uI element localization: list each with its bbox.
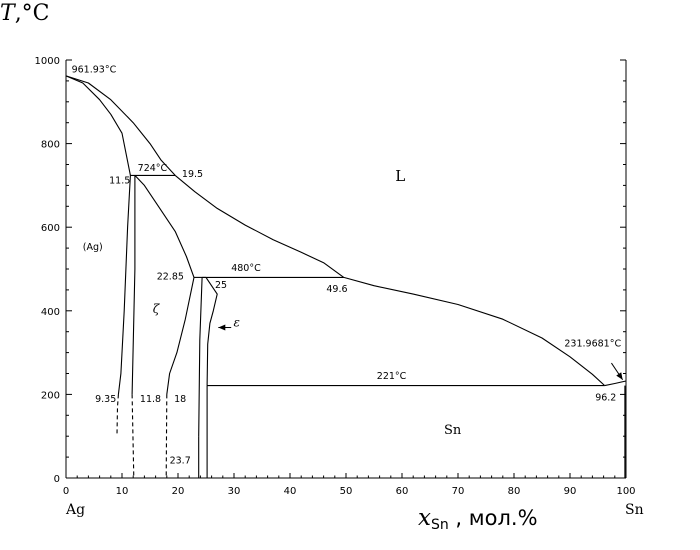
y-tick-label: 200 <box>41 390 60 401</box>
diagram-label: 23.7 <box>170 455 191 466</box>
diagram-label: 221°C <box>377 371 407 382</box>
title-layer: T,°C xSn , мол.% Ag Sn <box>0 1 644 533</box>
phase-labels: 961.93°C 724°C 11.5 19.5 L (Ag) 480°C 22.85 25 49… <box>72 65 622 467</box>
x-tick-label: 100 <box>616 486 635 497</box>
diagram-label: 961.93°C <box>72 65 117 76</box>
diagram-label: 18 <box>174 394 186 405</box>
diagram-label: ε <box>233 316 239 330</box>
phase-boundary-line <box>175 175 605 385</box>
phase-boundary-line <box>202 277 217 385</box>
annotation-arrowhead <box>218 325 225 331</box>
x-tick-label: 70 <box>452 486 465 497</box>
right-component-label: Sn <box>625 502 644 518</box>
x-axis-variable: x <box>418 505 431 531</box>
x-axis-unit: , мол.% <box>449 506 538 530</box>
diagram-label: 22.85 <box>157 271 184 282</box>
phase-boundary-line <box>117 394 118 434</box>
diagram-label: (Ag) <box>83 242 103 253</box>
axes-layer: 0 200 400 600 800 1000 0 10 20 30 40 50 60 70 80 90 100 <box>35 56 636 497</box>
annotation-arrowhead <box>616 372 622 379</box>
y-tick-label: 600 <box>41 223 60 234</box>
y-axis-unit: ,°C <box>15 1 50 26</box>
x-tick-label: 10 <box>116 486 129 497</box>
diagram-label: 11.8 <box>140 394 161 405</box>
diagram-label: 9.35 <box>95 394 116 405</box>
y-axis-title: T,°C <box>0 1 50 26</box>
diagram-label: 25 <box>215 280 227 291</box>
left-component-label: Ag <box>65 502 85 518</box>
x-tick-label: 0 <box>63 486 69 497</box>
x-tick-label: 90 <box>564 486 577 497</box>
x-tick-label: 20 <box>172 486 185 497</box>
phase-boundary-line <box>135 175 194 277</box>
y-tick-label: 0 <box>54 474 60 485</box>
phase-boundary-line <box>66 76 175 175</box>
diagram-label: 480°C <box>231 263 261 274</box>
phase-boundary-line <box>132 175 135 394</box>
x-tick-label: 40 <box>284 486 297 497</box>
phase-boundary-line <box>132 394 134 478</box>
diagram-label: 19.5 <box>182 169 203 180</box>
phase-boundaries <box>66 76 626 478</box>
y-tick-label: 800 <box>41 140 60 151</box>
phase-boundary-line <box>118 175 130 394</box>
diagram-label: L <box>395 167 405 185</box>
x-axis-subscript: Sn <box>431 517 449 533</box>
y-tick-label: 400 <box>41 307 60 318</box>
phase-boundary-line <box>605 381 626 386</box>
y-tick-label: 1000 <box>35 56 60 67</box>
diagram-label: 49.6 <box>326 284 347 295</box>
diagram-label: Sn <box>444 423 462 438</box>
phase-boundary-line <box>166 394 167 478</box>
diagram-label: 724°C <box>138 163 168 174</box>
diagram-label: 231.9681°C <box>564 338 621 349</box>
x-tick-label: 50 <box>340 486 353 497</box>
x-tick-label: 80 <box>508 486 521 497</box>
x-axis-title: xSn , мол.% <box>418 505 538 533</box>
phase-boundary-line <box>167 277 194 394</box>
diagram-label: 96.2 <box>595 393 616 404</box>
x-tick-label: 60 <box>396 486 409 497</box>
diagram-label: ζ <box>153 302 161 316</box>
diagram-label: 11.5 <box>109 175 130 186</box>
phase-boundary-line <box>199 277 202 436</box>
x-tick-label: 30 <box>228 486 241 497</box>
